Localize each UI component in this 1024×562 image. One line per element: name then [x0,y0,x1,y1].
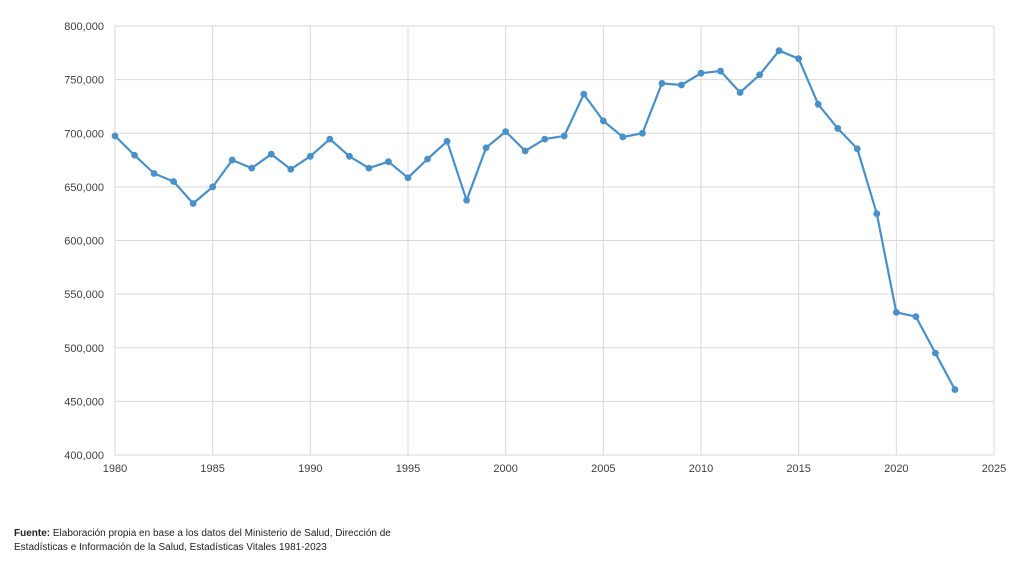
y-tick-label: 450,000 [64,396,104,408]
data-point [619,133,627,141]
data-point [463,196,470,204]
data-point [717,67,724,75]
plot-area-border [114,25,995,456]
data-point [385,158,392,166]
data-point [678,81,685,89]
data-point [209,183,217,191]
data-point [775,47,783,55]
data-point [228,156,236,164]
data-point [834,125,842,132]
x-tick-label: 2020 [884,463,908,475]
data-point [404,174,412,182]
source-label: Fuente: [14,528,51,539]
data-point [814,100,822,108]
data-point [326,135,334,143]
data-point [853,145,861,153]
data-point [346,152,353,160]
x-tick-label: 1985 [200,463,224,475]
x-tick-label: 2025 [982,463,1006,475]
data-point [912,313,920,321]
data-point [267,150,275,158]
data-point [443,137,451,145]
data-point [599,117,607,125]
data-point [560,132,568,140]
data-point [892,308,900,316]
data-point [736,89,744,96]
y-tick-label: 500,000 [64,343,104,355]
data-point [932,349,939,357]
data-point [150,170,158,177]
data-point [580,90,588,98]
data-point [248,164,256,172]
data-point [170,178,178,185]
x-tick-label: 2000 [493,463,517,475]
data-point [521,147,529,155]
data-point [189,200,197,207]
y-axis-tick-labels: 400,000 450,000 500,000 550,000 600,000 650,0… [64,21,104,462]
data-point [658,79,666,87]
data-point [639,129,646,137]
data-point [873,210,881,218]
data-point [131,151,138,159]
data-point [287,165,295,173]
x-tick-label: 2005 [591,463,615,475]
source-note-line-1: Fuente: Elaboración propia en base a los… [14,527,484,541]
data-point [541,135,549,143]
series-line [114,49,956,391]
series-layer [111,47,959,393]
x-tick-label: 1980 [103,463,127,475]
data-point [482,144,490,152]
y-tick-label: 750,000 [64,75,104,87]
x-tick-label: 1995 [396,463,420,475]
y-gridlines [115,25,994,456]
data-point [951,386,959,393]
y-tick-label: 700,000 [64,128,104,140]
y-tick-label: 550,000 [64,289,104,301]
y-tick-label: 600,000 [64,236,104,248]
data-point [306,152,314,160]
line-chart: 400,000 450,000 500,000 550,000 600,000 650,0… [64,21,1006,475]
data-point [756,71,763,79]
source-note: Fuente: Elaboración propia en base a los… [14,527,484,555]
source-text-line-2: Estadísticas e Información de la Salud, … [14,542,327,553]
x-tick-label: 1990 [298,463,322,475]
data-point [697,69,705,77]
data-point [424,155,431,163]
source-text-line-1: Elaboración propia en base a los datos d… [50,528,391,539]
data-point [365,164,373,172]
data-point [795,55,803,63]
x-axis-tick-labels: 1980 1985 1990 1995 2000 2005 2010 2015 2020 2025 [103,463,1006,475]
data-point [502,128,510,136]
x-tick-label: 2010 [689,463,713,475]
y-tick-label: 400,000 [64,450,104,462]
y-tick-label: 650,000 [64,182,104,194]
data-point [111,132,119,140]
y-tick-label: 800,000 [64,21,104,33]
x-tick-label: 2015 [786,463,810,475]
